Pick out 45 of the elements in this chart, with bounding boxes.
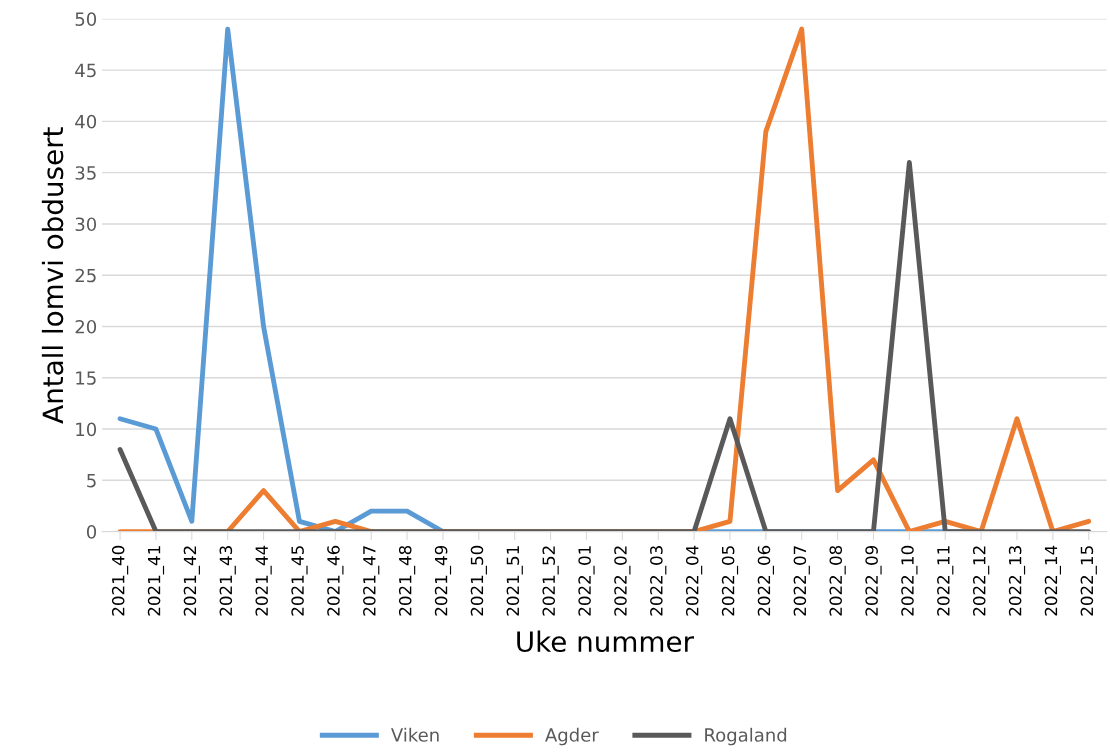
x-tick-label: 2022_06	[757, 545, 774, 616]
x-tick-label: 2022_11	[937, 546, 954, 616]
y-tick-label: 15	[76, 371, 96, 385]
x-tick-label: 2022_14	[1044, 545, 1061, 616]
x-axis-title: Uke nummer	[517, 630, 694, 653]
x-tick-label: 2022_04	[685, 545, 703, 616]
x-tick-label: 2022_13	[1008, 546, 1026, 616]
x-tick-label: 2021_43	[219, 546, 236, 616]
x-tick-label: 2022_05	[721, 546, 739, 616]
x-tick-label: 2022_03	[650, 546, 667, 616]
x-tick-label: 2022_08	[829, 545, 846, 616]
x-tick-label: 2022_01	[578, 546, 595, 616]
x-tick-label: 2021_50	[470, 545, 487, 616]
x-tick-label: 2022_02	[614, 546, 631, 616]
x-tick-label: 2022_12	[972, 546, 990, 616]
y-tick-label: 35	[75, 166, 96, 180]
x-tick-label: 2021_42	[183, 546, 200, 616]
x-tick-label: 2021_48	[398, 545, 416, 616]
y-tick-label: 50	[75, 12, 97, 26]
x-tick-label: 2021_45	[291, 546, 308, 616]
x-tick-label: 2021_44	[255, 545, 272, 616]
y-tick-label: 40	[75, 114, 97, 129]
x-tick-label: 2022_07	[793, 546, 810, 616]
y-tick-label: 30	[75, 217, 97, 232]
x-tick-label: 2021_49	[434, 545, 452, 616]
y-tick-label: 20	[75, 319, 97, 334]
legend-label: Agder	[545, 727, 599, 746]
y-axis-title: Antall lomvi obdusert	[41, 127, 64, 424]
y-tick-label: 5	[87, 473, 96, 488]
x-tick-label: 2021_41	[147, 546, 165, 616]
x-tick-label: 2022_15	[1080, 546, 1097, 616]
y-tick-label: 45	[75, 63, 96, 78]
y-tick-label: 25	[75, 268, 96, 283]
x-tick-label: 2021_47	[363, 546, 380, 616]
y-tick-label: 0	[86, 525, 97, 539]
x-tick-label: 2021_46	[327, 545, 344, 616]
y-tick-label: 10	[76, 422, 97, 437]
x-tick-label: 2022_10	[901, 545, 918, 616]
legend-label: Viken	[391, 727, 439, 742]
x-tick-label: 2021_40	[111, 545, 129, 616]
x-tick-label: 2022_09	[865, 545, 882, 616]
line-series	[117, 159, 1092, 532]
legend-label: Rogaland	[705, 727, 787, 746]
x-tick-label: 2021_52	[542, 546, 559, 616]
x-tick-label: 2021_51	[506, 546, 523, 616]
